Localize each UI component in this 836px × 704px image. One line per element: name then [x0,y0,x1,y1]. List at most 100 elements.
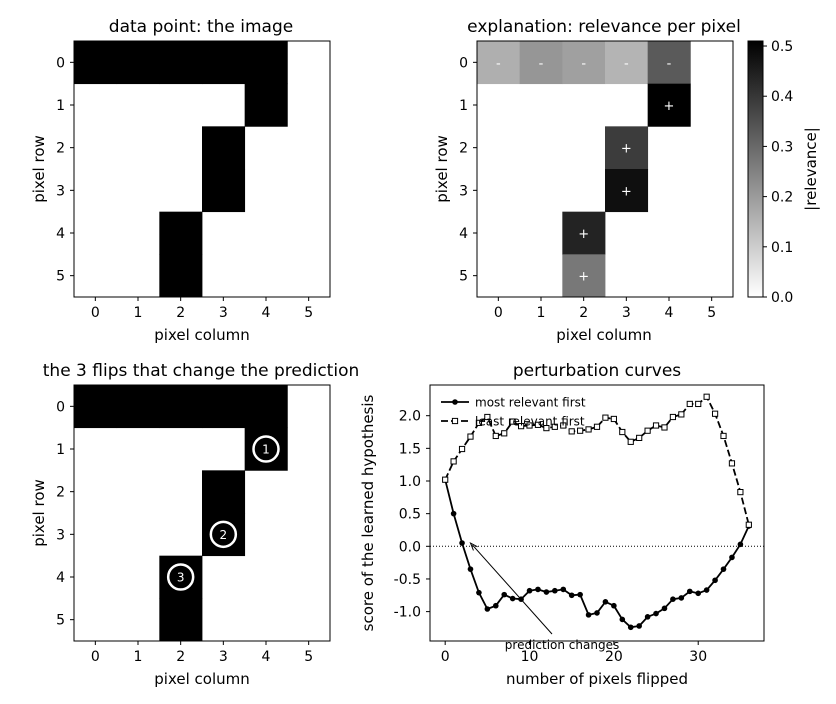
flip-marker-circle [166,563,195,591]
x-tick-label: 30 [689,649,707,665]
y-tick-label: 2 [459,141,468,157]
relevance-sign: + [621,184,632,199]
grid-cell [159,41,203,85]
y-tick-label: 4 [56,570,65,586]
data-point-most-relevant [484,606,491,612]
image-y-ticks: 0 1 2 3 4 5 [56,55,74,285]
image-x-ticks: 0 1 2 3 4 5 [91,297,313,321]
data-point-most-relevant [526,587,533,594]
flip-marker-label: 3 [177,571,185,585]
data-point-most-relevant [476,589,482,596]
relevance-cell [562,211,606,255]
data-point-least-relevant [703,393,710,400]
y-tick-label: 1.5 [399,441,421,457]
data-point-most-relevant [644,614,651,620]
x-tick-label: 4 [262,649,271,665]
x-tick-label: 5 [707,305,716,321]
colorbar-bar [747,40,764,298]
grid-cell [159,211,203,255]
annotation-text: prediction changes [505,638,619,652]
data-point-least-relevant [669,413,677,421]
data-point-most-relevant [535,586,541,593]
x-tick-label: 2 [579,305,588,321]
grid-cell [159,254,203,298]
relevance-sign: + [664,99,675,114]
x-tick-label: 2 [176,649,185,665]
colorbar-tick-label: 0.1 [771,240,793,256]
grid-cell [159,598,203,642]
x-tick-label: 1 [134,649,143,665]
grid-cell [74,41,118,85]
x-tick-label: 1 [537,305,546,321]
data-point-most-relevant [720,566,727,572]
data-point-least-relevant [458,445,466,453]
data-point-least-relevant [627,438,634,445]
data-point-most-relevant [585,612,592,618]
data-point-least-relevant [517,423,525,430]
data-point-least-relevant [534,421,542,428]
grid-cell [202,41,246,85]
legend-label: least relevant first [475,415,585,429]
data-point-most-relevant [594,610,600,616]
y-tick-label: -1.0 [394,605,421,621]
y-tick-label: 0 [56,55,65,71]
relevance-sign: - [667,56,672,71]
relevance-y-ticks: 0 1 2 3 4 5 [459,55,477,285]
flip-marker-label: 2 [220,528,228,542]
y-tick-label: 0.5 [399,507,421,523]
ylabel-relevance: pixel row [433,135,451,203]
title-curves: perturbation curves [513,361,681,381]
relevance-x-ticks: 0 1 2 3 4 5 [494,297,716,321]
data-point-least-relevant [560,422,567,429]
curves-frame [429,384,765,642]
data-point-most-relevant [627,624,634,631]
ylabel-curves: score of the learned hypothesis [359,394,377,631]
data-point-least-relevant [568,428,575,435]
relevance-sign: + [578,270,589,285]
grid-cell [74,385,118,429]
relevance-cell [562,254,606,298]
xlabel-curves: number of pixels flipped [506,670,688,688]
colorbar-tick-label: 0.2 [771,190,793,206]
data-point-least-relevant [644,427,651,434]
y-tick-label: 3 [56,183,65,199]
x-tick-label: 4 [262,305,271,321]
data-point-most-relevant [712,577,718,584]
panel-flips: the 3 flips that change the prediction 1… [30,361,359,688]
data-point-least-relevant [475,419,483,426]
x-tick-label: 0 [91,649,100,665]
data-point-most-relevant [611,602,617,609]
x-tick-label: 10 [521,649,539,665]
data-point-most-relevant [729,554,735,561]
x-tick-label: 2 [176,305,185,321]
y-tick-label: 0 [459,55,468,71]
xlabel-image: pixel column [154,326,250,344]
x-tick-label: 4 [665,305,674,321]
flip-markers: 1 2 3 [166,435,280,591]
relevance-cell [605,126,649,170]
data-point-least-relevant [711,410,719,417]
flips-frame [73,384,331,642]
x-tick-label: 5 [304,649,313,665]
y-tick-label: 4 [459,226,468,242]
legend-marker [451,417,459,425]
x-tick-label: 1 [134,305,143,321]
flips-x-ticks: 0 1 2 3 4 5 [91,641,313,665]
relevance-sign: - [581,56,586,71]
curves-series [442,393,752,631]
image-grid [74,41,330,298]
data-point-least-relevant [577,427,584,434]
data-point-most-relevant [602,599,609,605]
x-tick-label: 0 [494,305,503,321]
data-point-least-relevant [610,415,617,423]
relevance-sign: + [621,142,632,157]
grid-cell [202,385,246,429]
y-tick-label: 3 [56,527,65,543]
data-point-most-relevant [577,591,583,598]
y-tick-label: 1.0 [399,474,421,490]
xlabel-relevance: pixel column [556,326,652,344]
data-point-most-relevant [661,605,668,612]
grid-cell [159,385,203,429]
data-point-least-relevant [661,424,668,431]
y-tick-label: 1 [459,98,468,114]
